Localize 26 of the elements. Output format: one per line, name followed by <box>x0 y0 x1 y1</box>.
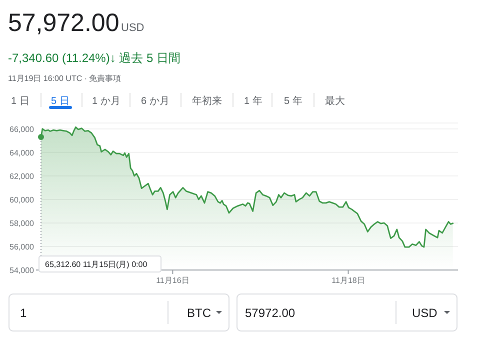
text: 最大 <box>325 95 345 107</box>
y-tick-label: 64,000 <box>10 148 35 158</box>
text: 1 日 <box>11 96 30 107</box>
text: 1 か月 <box>92 96 120 107</box>
text: 1 年 <box>244 95 262 107</box>
chart-title: 57,972.00 <box>8 9 120 37</box>
chart-subtitle: -7,340.60 (11.24%)↓ 過去 5 日間 <box>8 51 181 65</box>
text: 1 <box>20 306 27 320</box>
y-tick-label: 60,000 <box>10 195 35 204</box>
x-tick-label: 11月18日 <box>332 276 365 285</box>
text: 11月19日 16:00 UTC · 免責事項 <box>8 74 122 83</box>
text: USD <box>412 306 438 320</box>
text: BTC <box>187 306 212 320</box>
text: 57972.00 <box>245 306 296 320</box>
y-tick-label: 54,000 <box>10 266 35 275</box>
y-tick-label: 56,000 <box>10 242 35 252</box>
y-tick-label: 58,000 <box>10 218 35 228</box>
annotation: 65,312.60 11月15日(月) 0:00 <box>45 260 148 269</box>
text: 6 か月 <box>141 96 170 107</box>
y-tick-label: 62,000 <box>10 172 35 181</box>
y-tick-label: 66,000 <box>10 124 35 134</box>
text: USD <box>121 22 144 34</box>
text: 年初来 <box>192 95 222 107</box>
x-tick-label: 11月16日 <box>156 276 190 285</box>
text: 5 日 <box>51 96 70 107</box>
text: 5 年 <box>284 95 302 107</box>
